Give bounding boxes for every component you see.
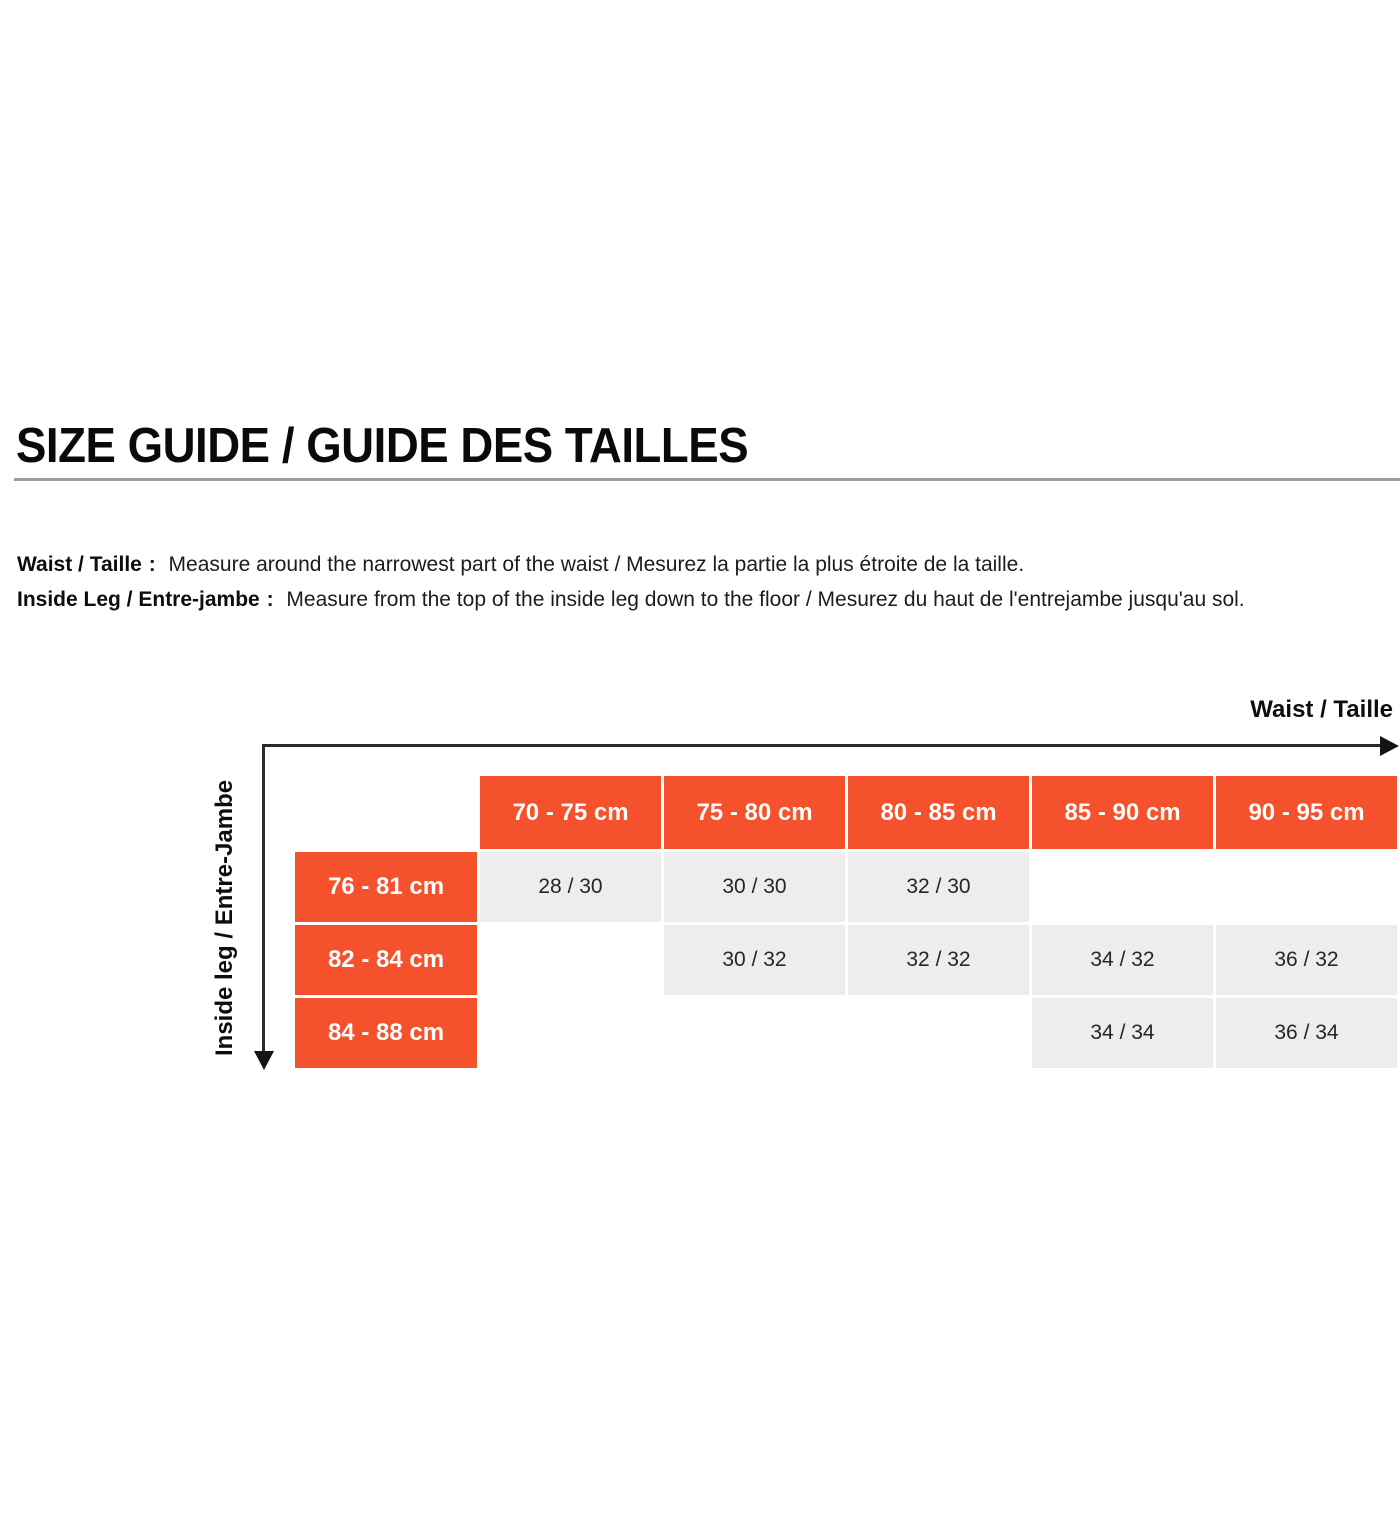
row-header: 76 - 81 cm (295, 852, 477, 922)
size-table: 70 - 75 cm 75 - 80 cm 80 - 85 cm 85 - 90… (295, 776, 1397, 1068)
row-header: 82 - 84 cm (295, 925, 477, 995)
inside-leg-axis-arrow (262, 744, 265, 1053)
table-cell-empty (1032, 852, 1213, 922)
column-header: 75 - 80 cm (664, 776, 845, 849)
arrow-down-icon (253, 1051, 274, 1070)
instruction-separator: : (142, 553, 162, 576)
table-cell-empty (480, 925, 661, 995)
table-cell-empty (1216, 852, 1397, 922)
instruction-separator: : (260, 588, 280, 611)
table-cell: 34 / 32 (1032, 925, 1213, 995)
table-cell: 36 / 34 (1216, 998, 1397, 1068)
instruction-text: Measure around the narrowest part of the… (168, 553, 1025, 576)
table-cell-empty (848, 998, 1029, 1068)
column-header: 90 - 95 cm (1216, 776, 1397, 849)
inside-leg-axis-label: Inside leg / Entre-Jambe (211, 779, 238, 1057)
instruction-label: Inside Leg / Entre-jambe (17, 588, 260, 611)
waist-axis-arrow (262, 744, 1384, 747)
instruction-line-inside-leg: Inside Leg / Entre-jambe : Measure from … (17, 587, 1245, 613)
row-header: 84 - 88 cm (295, 998, 477, 1068)
table-cell: 32 / 30 (848, 852, 1029, 922)
table-cell-empty (664, 998, 845, 1068)
page-title: SIZE GUIDE / GUIDE DES TAILLES (16, 419, 749, 473)
table-cell: 34 / 34 (1032, 998, 1213, 1068)
column-header: 80 - 85 cm (848, 776, 1029, 849)
table-cell: 30 / 30 (664, 852, 845, 922)
table-cell: 28 / 30 (480, 852, 661, 922)
table-cell: 30 / 32 (664, 925, 845, 995)
corner-cell (295, 776, 477, 849)
waist-axis-label: Waist / Taille (1250, 696, 1393, 723)
column-header: 70 - 75 cm (480, 776, 661, 849)
table-cell: 32 / 32 (848, 925, 1029, 995)
instruction-label: Waist / Taille (17, 553, 142, 576)
instruction-line-waist: Waist / Taille : Measure around the narr… (17, 552, 1024, 578)
table-cell: 36 / 32 (1216, 925, 1397, 995)
column-header: 85 - 90 cm (1032, 776, 1213, 849)
arrow-right-icon (1380, 735, 1399, 756)
title-divider (14, 478, 1400, 481)
instruction-text: Measure from the top of the inside leg d… (286, 588, 1245, 611)
table-cell-empty (480, 998, 661, 1068)
